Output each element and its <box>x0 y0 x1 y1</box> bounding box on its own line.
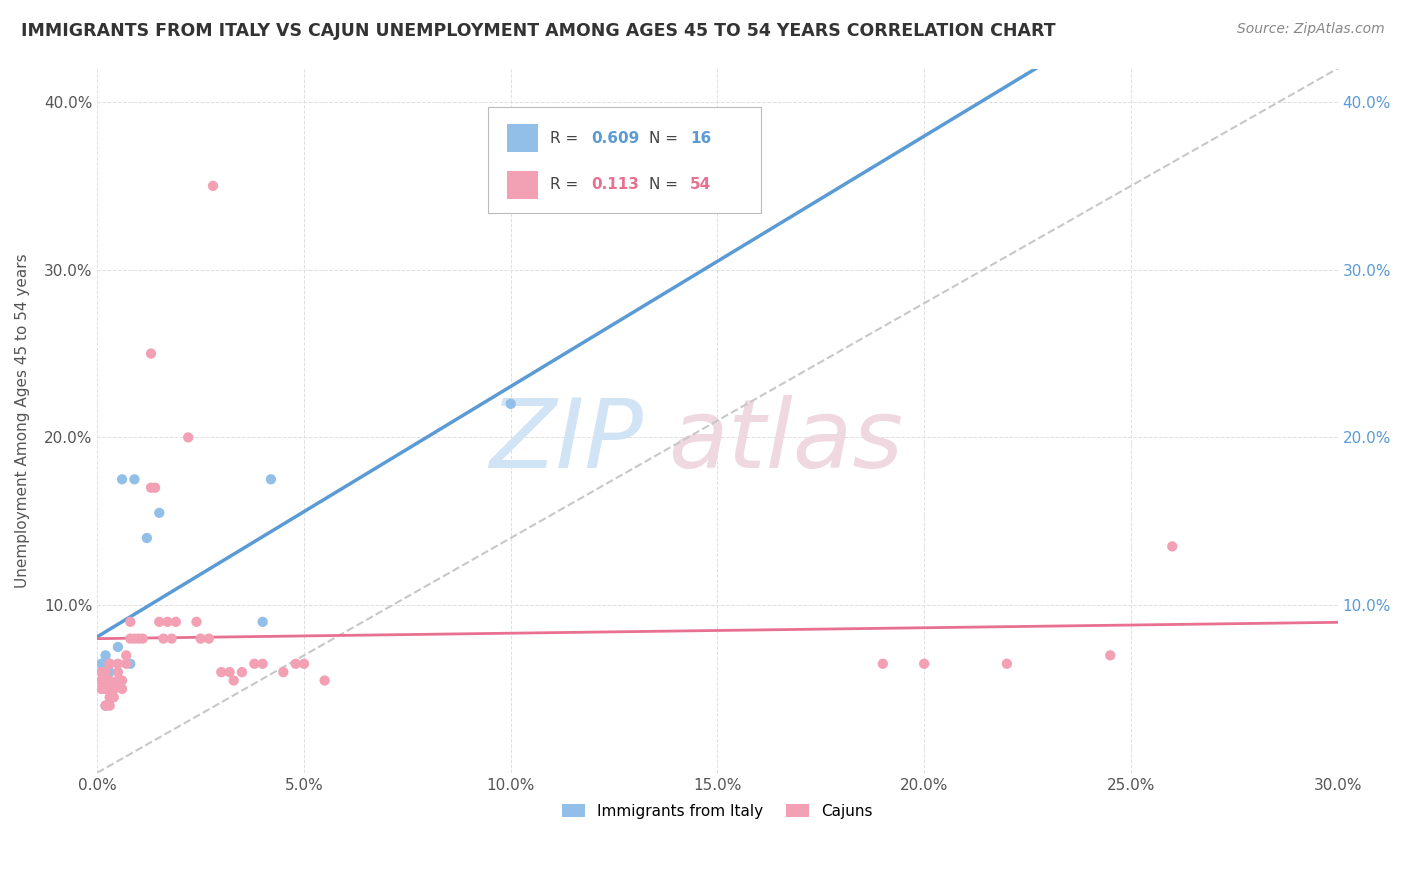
Point <box>115 648 138 663</box>
Text: 0.113: 0.113 <box>591 178 638 192</box>
Point <box>1099 648 1122 663</box>
Point <box>98 665 121 680</box>
Point <box>139 481 162 495</box>
Point <box>209 665 232 680</box>
Point <box>218 665 240 680</box>
Y-axis label: Unemployment Among Ages 45 to 54 years: Unemployment Among Ages 45 to 54 years <box>15 253 30 588</box>
Point <box>292 657 315 671</box>
Point <box>90 673 112 688</box>
Text: N =: N = <box>650 178 683 192</box>
Point <box>90 673 112 688</box>
Point <box>314 673 336 688</box>
Point <box>120 632 142 646</box>
Point <box>94 698 117 713</box>
Legend: Immigrants from Italy, Cajuns: Immigrants from Italy, Cajuns <box>555 797 879 825</box>
FancyBboxPatch shape <box>506 170 537 199</box>
Point <box>111 673 134 688</box>
Point <box>148 615 170 629</box>
Point <box>103 681 125 696</box>
Point <box>98 681 121 696</box>
Point <box>190 632 212 646</box>
Point <box>94 665 117 680</box>
Point <box>132 632 155 646</box>
Point <box>252 615 274 629</box>
Point <box>98 698 121 713</box>
Point <box>94 648 117 663</box>
Point <box>252 657 274 671</box>
Point <box>243 657 266 671</box>
Point <box>284 657 307 671</box>
Point <box>98 690 121 705</box>
Point <box>186 615 208 629</box>
Point <box>98 657 121 671</box>
Point <box>111 681 134 696</box>
Point <box>98 657 121 671</box>
Text: R =: R = <box>550 178 588 192</box>
Point <box>90 657 112 671</box>
Point <box>198 632 221 646</box>
Point <box>135 531 157 545</box>
Point <box>107 673 129 688</box>
Text: 16: 16 <box>690 131 711 146</box>
Point <box>912 657 935 671</box>
Point <box>120 657 142 671</box>
Point <box>107 665 129 680</box>
Point <box>231 665 253 680</box>
Point <box>124 472 146 486</box>
Point <box>499 397 522 411</box>
Point <box>202 178 225 193</box>
Point <box>177 430 200 444</box>
Text: Source: ZipAtlas.com: Source: ZipAtlas.com <box>1237 22 1385 37</box>
Point <box>148 506 170 520</box>
Text: IMMIGRANTS FROM ITALY VS CAJUN UNEMPLOYMENT AMONG AGES 45 TO 54 YEARS CORRELATIO: IMMIGRANTS FROM ITALY VS CAJUN UNEMPLOYM… <box>21 22 1056 40</box>
Point <box>222 673 245 688</box>
Point <box>94 681 117 696</box>
Text: R =: R = <box>550 131 583 146</box>
Point <box>107 640 129 654</box>
Point <box>995 657 1018 671</box>
Point <box>260 472 283 486</box>
Point <box>90 665 112 680</box>
Point <box>103 690 125 705</box>
Point <box>94 673 117 688</box>
Text: ZIP: ZIP <box>489 395 643 488</box>
Point <box>115 657 138 671</box>
Text: 0.609: 0.609 <box>591 131 640 146</box>
Point <box>111 472 134 486</box>
Point <box>271 665 294 680</box>
Point <box>1161 540 1184 554</box>
Point <box>120 615 142 629</box>
Point <box>103 681 125 696</box>
Text: atlas: atlas <box>668 395 903 488</box>
Point <box>139 346 162 360</box>
FancyBboxPatch shape <box>506 124 537 153</box>
Point <box>94 698 117 713</box>
Text: N =: N = <box>650 131 683 146</box>
Point <box>107 657 129 671</box>
Text: 54: 54 <box>690 178 711 192</box>
Point <box>872 657 894 671</box>
Point <box>128 632 150 646</box>
Point <box>152 632 174 646</box>
Point <box>90 681 112 696</box>
Point <box>143 481 166 495</box>
Point <box>98 673 121 688</box>
Point <box>165 615 187 629</box>
Point <box>160 632 183 646</box>
Point <box>124 632 146 646</box>
FancyBboxPatch shape <box>488 107 761 213</box>
Point <box>156 615 179 629</box>
